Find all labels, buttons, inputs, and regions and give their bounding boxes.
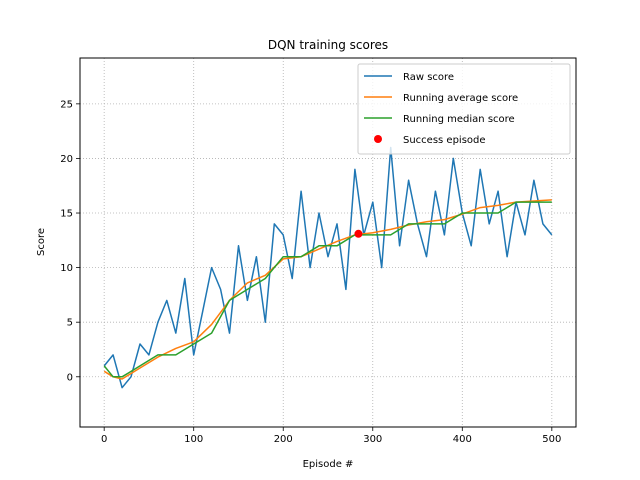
legend-label: Running median score xyxy=(403,114,515,125)
legend-box xyxy=(357,63,571,155)
y-tick-label: 0 xyxy=(67,372,73,383)
y-axis-title: Score xyxy=(36,228,47,256)
legend-label: Raw score xyxy=(403,72,454,83)
legend: Raw score Running average score Running me… xyxy=(357,63,571,155)
success-episode-point xyxy=(354,229,363,238)
x-tick-label: 500 xyxy=(542,434,561,445)
plot-area: 0 100 200 300 400 500 0 5 10 15 20 25 xyxy=(60,57,577,445)
x-tick-label: 200 xyxy=(274,434,293,445)
x-tick-label: 300 xyxy=(363,434,382,445)
x-axis-title: Episode # xyxy=(303,459,354,470)
legend-label: Running average score xyxy=(403,93,518,104)
y-tick-label: 10 xyxy=(60,263,73,274)
series-line-raw-score xyxy=(103,146,553,389)
x-tick-label: 100 xyxy=(184,434,203,445)
legend-label: Success episode xyxy=(403,135,486,146)
y-tick-label: 20 xyxy=(60,154,73,165)
axes-frame xyxy=(79,57,577,428)
y-tick-label: 15 xyxy=(60,209,73,220)
legend-swatch xyxy=(374,135,382,143)
x-tick-label: 0 xyxy=(101,434,107,445)
y-tick-label: 5 xyxy=(67,318,73,329)
x-tick-label: 400 xyxy=(453,434,472,445)
chart-title: DQN training scores xyxy=(268,38,388,52)
series-line-running-median-score xyxy=(103,201,552,378)
y-tick-label: 25 xyxy=(60,99,73,110)
